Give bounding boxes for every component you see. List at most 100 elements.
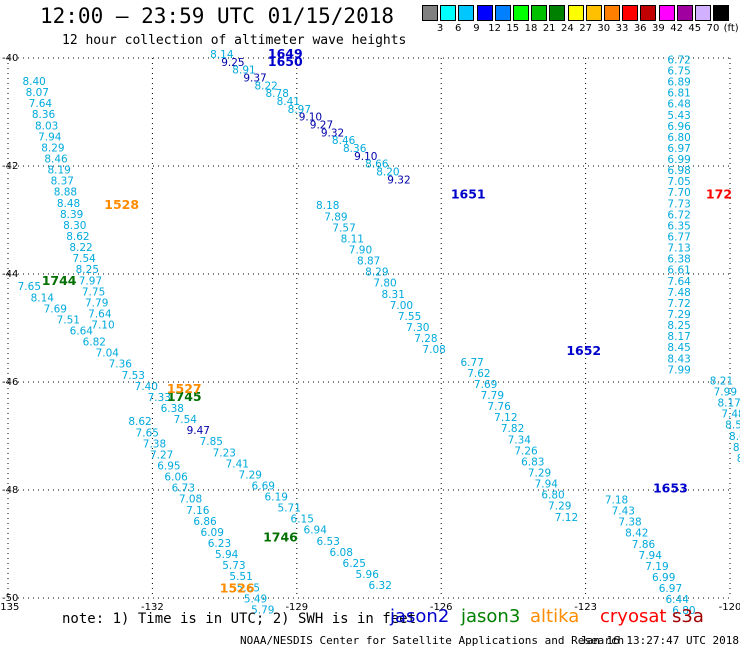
- swh-value: 9.37: [243, 72, 266, 84]
- swh-value: 6.97: [659, 583, 682, 595]
- swh-value: 8.7: [737, 453, 740, 465]
- swh-value: 6.72: [667, 209, 690, 221]
- swh-value: 7.69: [44, 303, 67, 315]
- swh-value: 8.17: [717, 398, 740, 410]
- swh-value: 8.03: [35, 120, 58, 132]
- swh-value: 6.75: [667, 65, 690, 77]
- swh-value: 7.94: [38, 131, 62, 143]
- swh-value: 8.31: [382, 289, 405, 301]
- swh-value: 7.12: [494, 412, 517, 424]
- colorbar-label: 42: [670, 23, 683, 34]
- swh-value: 7.38: [618, 517, 641, 529]
- swh-value: 7.73: [667, 198, 690, 210]
- swh-value: 6.80: [541, 490, 564, 502]
- swh-value: 8.18: [316, 200, 339, 212]
- swh-value: 6.38: [161, 403, 184, 415]
- colorbar-swatch: [658, 5, 675, 21]
- swh-value: 7.29: [548, 501, 571, 513]
- swh-value: 7.34: [508, 434, 532, 446]
- swh-value: 7.08: [179, 494, 202, 506]
- swh-value: 7.54: [72, 253, 96, 265]
- swh-value: 6.89: [667, 77, 690, 89]
- swh-value: 6.80: [667, 132, 690, 144]
- swh-value: 6.72: [667, 54, 690, 66]
- swh-value: 7.65: [136, 427, 159, 439]
- pass-label: 1744: [42, 273, 77, 288]
- swh-value: 8.43: [667, 353, 690, 365]
- swh-value: 5.79: [251, 604, 274, 616]
- swh-value: 7.75: [82, 286, 105, 298]
- colorbar-label: 30: [597, 23, 611, 34]
- swh-value: 8.66: [365, 159, 389, 171]
- swh-value: 6.96: [667, 121, 691, 133]
- swh-value: 8.87: [357, 256, 380, 268]
- swh-value: 8.21: [710, 375, 733, 387]
- swh-value: 6.25: [343, 558, 366, 570]
- swh-value: 6.97: [667, 143, 690, 155]
- swh-value: 7.27: [150, 449, 173, 461]
- swh-value: 7.76: [487, 401, 511, 413]
- swh-value: 7.04: [96, 348, 120, 360]
- swh-value: 6.99: [667, 154, 690, 166]
- swh-value: 8.36: [343, 143, 367, 155]
- swh-value: 8.29: [41, 142, 64, 154]
- swh-value: 7.85: [200, 436, 223, 448]
- x-tick-label: -120: [719, 602, 740, 613]
- swh-value: 7.05: [667, 176, 690, 188]
- colorbar-swatch: [567, 5, 584, 21]
- swh-value: 7.80: [373, 278, 396, 290]
- legend-jason2: jason2: [390, 606, 450, 627]
- swh-value: 9.10: [354, 151, 377, 163]
- swh-value: 8.21: [733, 442, 740, 454]
- swh-value: 8.91: [232, 65, 255, 77]
- swh-value: 7.64: [29, 98, 53, 110]
- colorbar-swatch: [676, 5, 693, 21]
- swh-value: 7.64: [88, 308, 112, 320]
- swh-value: 7.54: [174, 414, 198, 426]
- pass-label: 1651: [451, 186, 486, 201]
- swh-value: 5.65: [237, 582, 260, 594]
- swh-value: 7.28: [414, 333, 437, 345]
- colorbar-swatch: [713, 5, 730, 21]
- colorbar-swatch: [585, 5, 602, 21]
- swh-value: 5.71: [278, 503, 301, 515]
- credit-line: NOAA/NESDIS Center for Satellite Applica…: [240, 634, 625, 647]
- swh-value: 7.10: [91, 320, 114, 332]
- swh-value: 6.23: [208, 538, 231, 550]
- swh-value: 6.86: [193, 516, 217, 528]
- y-tick-label: -42: [2, 161, 18, 172]
- swh-value: 6.77: [667, 232, 690, 244]
- swh-value: 9.27: [310, 119, 333, 131]
- swh-value: 7.41: [226, 458, 249, 470]
- page-title: 12:00 – 23:59 UTC 01/15/2018: [40, 4, 395, 28]
- pass-label: 1527: [167, 381, 202, 396]
- colorbar-label: 27: [579, 23, 592, 34]
- legend-jason3: jason3: [461, 606, 521, 627]
- swh-value: 7.86: [632, 539, 656, 551]
- swh-value: 5.96: [356, 569, 380, 581]
- swh-value: 7.64: [667, 276, 691, 288]
- swh-value: 7.70: [667, 187, 690, 199]
- legend-cryosat: cryosat: [600, 606, 667, 627]
- swh-value: 7.43: [612, 506, 635, 518]
- pass-label: 1528: [104, 197, 139, 212]
- swh-value: 7.29: [239, 469, 262, 481]
- legend-s3a: s3a: [672, 606, 704, 627]
- colorbar-swatch: [494, 5, 511, 21]
- swh-value: 7.18: [605, 495, 628, 507]
- swh-value: 8.42: [625, 528, 648, 540]
- colorbar-swatch: [440, 5, 457, 21]
- swh-value: 8.22: [69, 242, 92, 254]
- swh-value: 6.35: [667, 220, 690, 232]
- swh-value: 6.38: [667, 254, 690, 266]
- colorbar-swatch: [422, 5, 438, 21]
- swh-value: 8.30: [63, 220, 86, 232]
- swh-value: 6.61: [667, 265, 690, 277]
- swh-value: 8.39: [60, 209, 83, 221]
- swh-value: 7.48: [721, 409, 740, 421]
- colorbar-label: 24: [561, 23, 574, 34]
- swh-value: 7.29: [667, 309, 690, 321]
- swh-value: 8.14: [210, 49, 234, 61]
- swh-value: 9.32: [387, 174, 410, 186]
